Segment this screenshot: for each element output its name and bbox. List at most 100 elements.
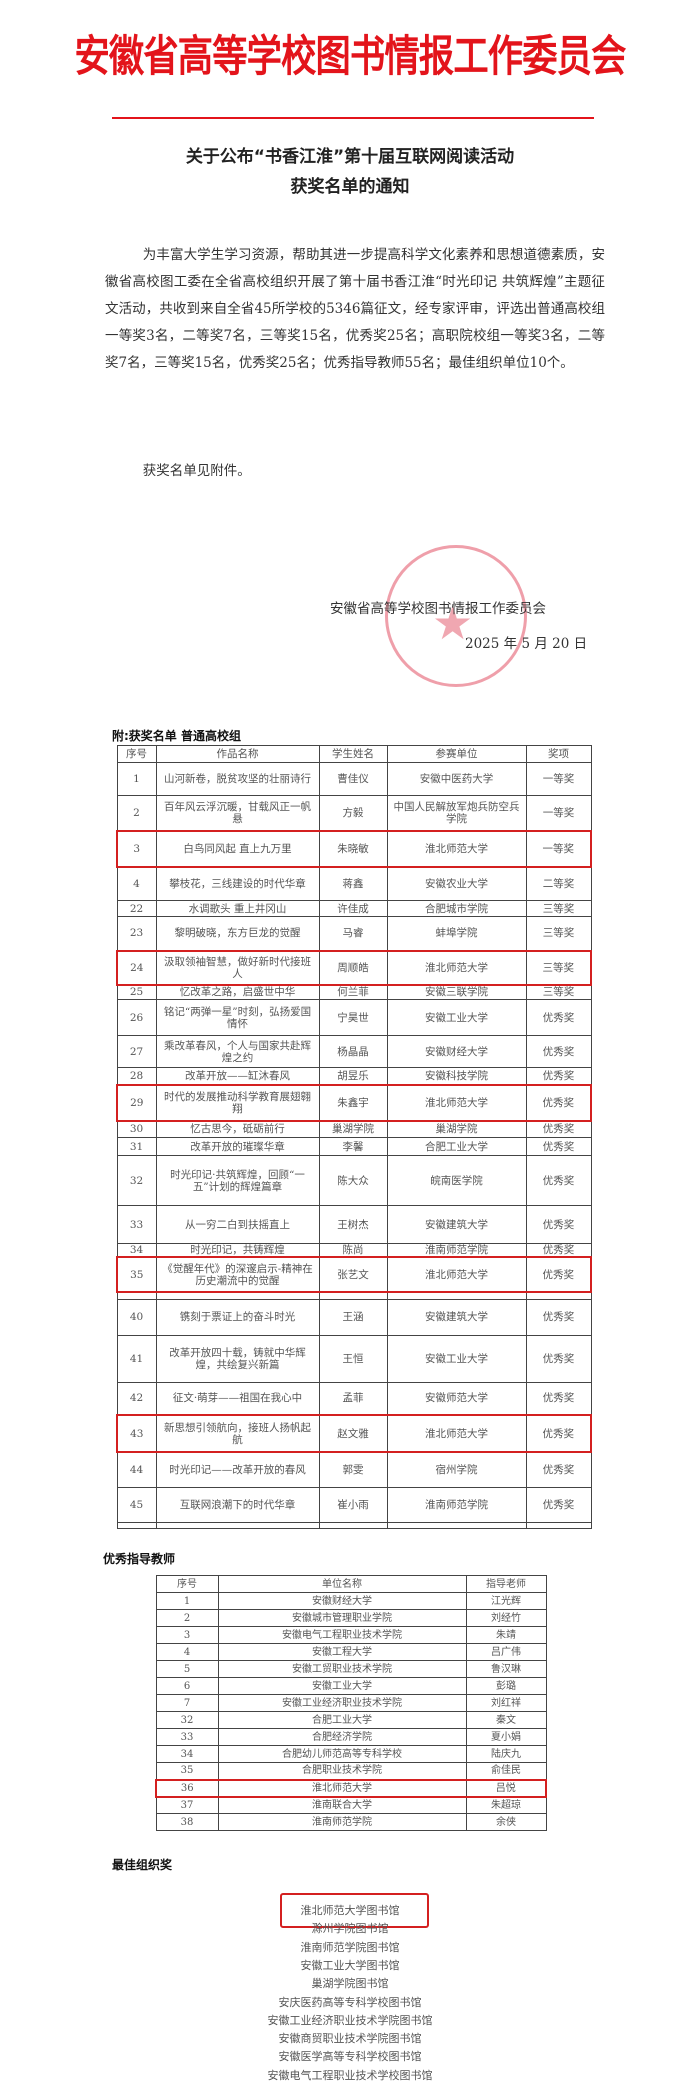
table-row: 6 安徽工业大学 彭璐 xyxy=(155,1677,547,1695)
table-row: 33 从一穷二白到扶摇直上 王树杰 安徽建筑大学 优秀奖 xyxy=(116,1205,592,1244)
cell-student: 王恒 xyxy=(318,1334,388,1383)
seal-star-icon: ★ xyxy=(432,596,474,650)
cell-work: 改革开放的璀璨华章 xyxy=(155,1137,320,1156)
table-row: 32 合肥工业大学 秦文 xyxy=(155,1711,547,1729)
cell-no: 25 xyxy=(116,984,157,1000)
notice-attachment-note: 获奖名单见附件。 xyxy=(142,463,251,479)
teachers-heading: 优秀指导教师 xyxy=(103,1552,176,1566)
cell-no: 34 xyxy=(116,1243,157,1258)
cell-no: 43 xyxy=(116,1414,157,1453)
cell-unit: 安徽财经大学 xyxy=(217,1592,467,1610)
cell-student: 王涵 xyxy=(318,1298,388,1336)
cell-unit: 蚌埠学院 xyxy=(386,916,527,951)
cell-no: 45 xyxy=(116,1486,157,1523)
cell-no: 28 xyxy=(116,1067,157,1085)
cell-student: 许佳成 xyxy=(318,900,388,917)
cell-unit: 宿州学院 xyxy=(386,1451,527,1488)
best-org-item: 安庆医药高等专科学校图书馆 xyxy=(278,1995,422,2009)
cell-award: 优秀奖 xyxy=(525,1486,592,1523)
cell-student: 李馨 xyxy=(318,1137,388,1156)
cell-student: 蒋鑫 xyxy=(318,866,388,901)
cell-work: 忆改革之路，启盛世中华 xyxy=(155,984,320,1000)
header-cell: 指导老师 xyxy=(465,1575,547,1593)
cell-award: 优秀奖 xyxy=(525,1137,592,1156)
cell-no: 32 xyxy=(155,1711,219,1729)
letterhead-title: 安徽省高等学校图书情报工作委员会 xyxy=(74,32,626,82)
cell-teacher: 朱靖 xyxy=(465,1626,547,1644)
cell-unit: 合肥城市学院 xyxy=(386,900,527,917)
cell-hidden xyxy=(318,1291,388,1300)
table-row: 2 百年风云浮沉暖，甘载风正一帆悬 方毅 中国人民解放军炮兵防空兵学院 一等奖 xyxy=(116,795,592,831)
cell-unit: 淮南师范学院 xyxy=(217,1813,467,1831)
cell-teacher: 朱超琼 xyxy=(465,1796,547,1814)
cell-student: 朱鑫宇 xyxy=(318,1083,388,1122)
cell-unit: 安徽工贸职业技术学院 xyxy=(217,1660,467,1678)
header-col-student: 学生姓名 xyxy=(318,745,388,763)
cell-student: 方毅 xyxy=(318,795,388,831)
cell-no: 42 xyxy=(116,1381,157,1416)
table-row: 3 白鸟同风起 直上九万里 朱晓敏 淮北师范大学 一等奖 xyxy=(116,829,592,868)
cell-student: 张艺文 xyxy=(318,1256,388,1293)
table-row: 35 《觉醒年代》的深邃启示-精神在历史潮流中的觉醒 张艺文 淮北师范大学 优秀奖 xyxy=(116,1256,592,1293)
cell-teacher: 秦文 xyxy=(465,1711,547,1729)
cell-unit: 安徽财经大学 xyxy=(386,1035,527,1068)
cell-no: 26 xyxy=(116,999,157,1036)
header-col-award: 奖项 xyxy=(525,745,592,763)
header-col-no: 序号 xyxy=(116,745,157,763)
cell-award: 优秀奖 xyxy=(525,1256,592,1293)
table-row: 34 时光印记，共铸辉煌 陈尚 淮南师范学院 优秀奖 xyxy=(116,1243,592,1258)
cell-no: 32 xyxy=(116,1155,157,1206)
cell-unit: 安徽工业大学 xyxy=(217,1677,467,1695)
table-row: 34 合肥幼儿师范高等专科学校 陆庆九 xyxy=(155,1745,547,1763)
best-org-item: 安徽商贸职业技术学院图书馆 xyxy=(278,2032,422,2046)
cell-award: 三等奖 xyxy=(525,916,592,951)
cell-student: 周顺皓 xyxy=(318,949,388,986)
cell-work: 新思想引领航向，接班人扬帆起航 xyxy=(155,1414,320,1453)
table-row: 30 忆古思今，砥砺前行 巢湖学院 巢湖学院 优秀奖 xyxy=(116,1120,592,1138)
cell-unit: 安徽城市管理职业学院 xyxy=(217,1609,467,1627)
cell-no: 27 xyxy=(116,1035,157,1068)
table-row: 43 新思想引领航向，接班人扬帆起航 赵文雅 淮北师范大学 优秀奖 xyxy=(116,1414,592,1453)
table-row: 26 铭记“两弹一星”时刻，弘扬爱国情怀 宁昊世 安徽工业大学 优秀奖 xyxy=(116,999,592,1036)
cell-unit: 合肥经济学院 xyxy=(217,1728,467,1746)
cell-unit: 安徽建筑大学 xyxy=(386,1298,527,1336)
table-row-partial xyxy=(116,1291,592,1300)
cell-award: 优秀奖 xyxy=(525,1451,592,1488)
cell-unit: 淮南师范学院 xyxy=(386,1243,527,1258)
cell-no: 2 xyxy=(116,795,157,831)
cell-student: 杨晶晶 xyxy=(318,1035,388,1068)
cell-no: 23 xyxy=(116,916,157,951)
cell-work: 时光印记·共筑辉煌，回顾“一五”计划的辉煌篇章 xyxy=(155,1155,320,1206)
cell-no: 7 xyxy=(155,1694,219,1712)
cell-work: 《觉醒年代》的深邃启示-精神在历史潮流中的觉醒 xyxy=(155,1256,320,1293)
cell-no: 6 xyxy=(155,1677,219,1695)
table-row: 4 安徽工程大学 吕广伟 xyxy=(155,1643,547,1661)
table-row-partial xyxy=(116,1521,592,1529)
official-seal xyxy=(385,545,527,687)
cell-no: 33 xyxy=(116,1205,157,1244)
best-org-item: 安徽电气工程职业技术学校图书馆 xyxy=(267,2068,433,2082)
cell-teacher: 俞佳民 xyxy=(465,1762,547,1780)
cell-no: 4 xyxy=(155,1643,219,1661)
cell-work: 从一穷二白到扶摇直上 xyxy=(155,1205,320,1244)
header-col-unit: 参赛单位 xyxy=(386,745,527,763)
cell-unit: 巢湖学院 xyxy=(386,1120,527,1138)
cell-unit: 安徽工业大学 xyxy=(386,999,527,1036)
cell-student: 巢湖学院 xyxy=(318,1120,388,1138)
cell-work: 忆古思今，砥砺前行 xyxy=(155,1120,320,1138)
cell-teacher: 鲁汉琳 xyxy=(465,1660,547,1678)
cell-teacher: 吕悦 xyxy=(465,1778,547,1798)
table-row: 23 黎明破晓，东方巨龙的觉醒 马睿 蚌埠学院 三等奖 xyxy=(116,916,592,951)
cell-no: 38 xyxy=(155,1813,219,1831)
cell-unit: 安徽工程大学 xyxy=(217,1643,467,1661)
table-row: 45 互联网浪潮下的时代华章 崔小雨 淮南师范学院 优秀奖 xyxy=(116,1486,592,1523)
cell-award: 一等奖 xyxy=(525,795,592,831)
cell-unit: 安徽中医药大学 xyxy=(386,762,527,796)
table-row: 38 淮南师范学院 余侠 xyxy=(155,1813,547,1831)
table-row: 37 淮南联合大学 朱超琼 xyxy=(155,1796,547,1814)
letterhead-divider xyxy=(112,117,594,119)
cell-teacher: 余侠 xyxy=(465,1813,547,1831)
awards-heading: 附:获奖名单 普通高校组 xyxy=(112,729,241,743)
cell-work: 乘改革春风，个人与国家共赴辉煌之约 xyxy=(155,1035,320,1068)
best-org-item: 淮南师范学院图书馆 xyxy=(300,1940,400,1954)
